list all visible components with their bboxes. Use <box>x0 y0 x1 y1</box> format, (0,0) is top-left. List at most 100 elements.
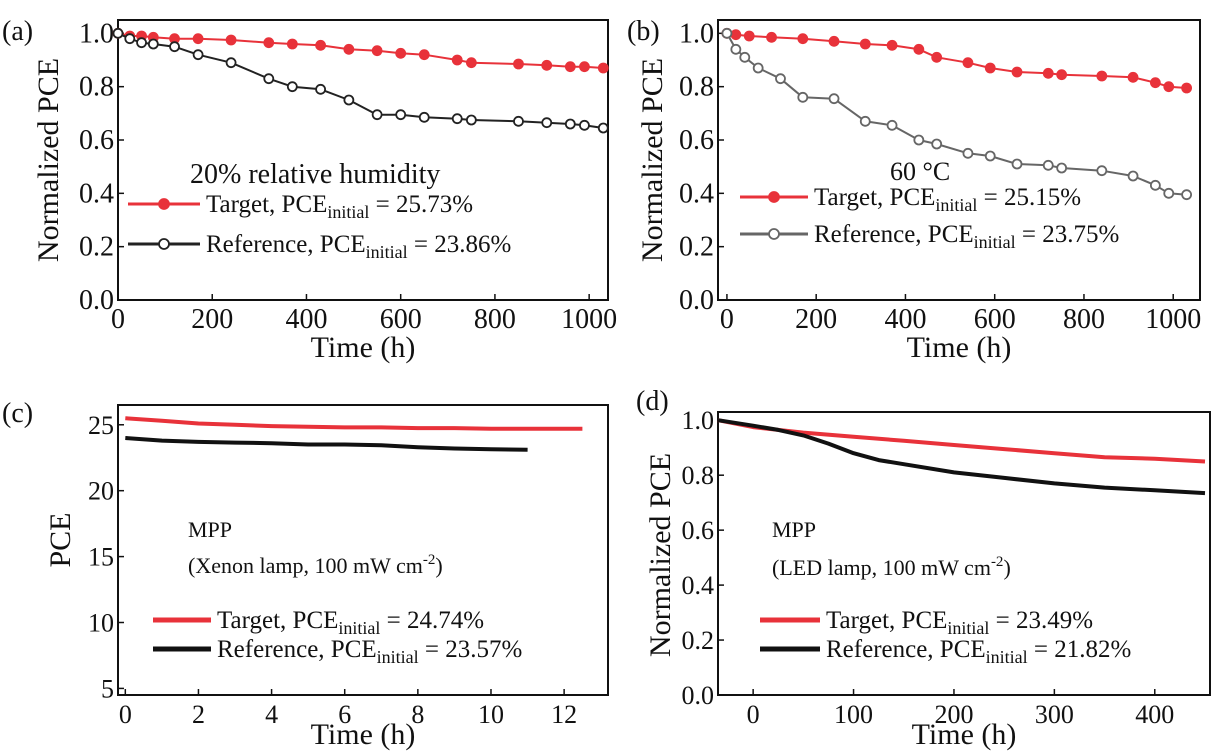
series-target <box>125 416 583 431</box>
data-point <box>1163 81 1175 93</box>
data-point <box>775 73 786 85</box>
data-point <box>1056 162 1068 174</box>
data-point <box>225 34 237 46</box>
plot-frame <box>717 19 1201 301</box>
annotation: MPP <box>188 517 232 542</box>
y-tick-label: 20 <box>88 477 114 506</box>
series-reference <box>112 27 609 134</box>
data-point <box>1042 67 1054 79</box>
y-tick-label: 0.0 <box>679 285 714 316</box>
x-tick-label: 6 <box>338 700 351 729</box>
x-axis-label: Time (h) <box>907 331 1012 364</box>
y-tick-label: 1.0 <box>682 406 715 435</box>
data-point <box>1127 170 1139 182</box>
data-point <box>136 37 147 49</box>
y-tick-label: 1.0 <box>679 18 714 49</box>
legend-label: Target, PCEinitial = 25.73% <box>206 191 473 222</box>
y-tick-label: 0.4 <box>679 178 714 209</box>
data-point <box>859 115 871 127</box>
plot-frame <box>117 404 609 696</box>
legend-label: Target, PCEinitial = 24.74% <box>217 607 484 638</box>
y-axis-label: Normalized PCE <box>32 58 65 262</box>
data-point <box>984 150 996 162</box>
data-point <box>743 30 755 42</box>
data-point <box>859 38 871 50</box>
y-axis-label: PCE <box>44 512 77 567</box>
data-point <box>886 119 898 131</box>
data-point <box>931 51 943 63</box>
data-point <box>797 91 809 103</box>
y-tick-label: 0.6 <box>679 125 714 156</box>
series-reference <box>717 418 1206 496</box>
legend-label: Target, PCEinitial = 23.49% <box>826 607 1093 638</box>
data-point <box>286 81 298 93</box>
data-point <box>112 27 124 39</box>
y-axis-label: Normalized PCE <box>636 58 669 262</box>
annotation-light-source: (LED lamp, 100 mW cm-2) <box>772 554 1011 580</box>
chart-panel-d: (d) 0 100 200 300 400 0.0 0.2 0.4 0.6 0.8 1.0 Time (… <box>636 386 1211 751</box>
data-point <box>513 58 524 70</box>
data-point <box>1149 179 1161 191</box>
series-line <box>717 418 1206 496</box>
x-tick-label: 2 <box>192 700 205 729</box>
y-tick-label: 10 <box>88 609 114 638</box>
series-line <box>125 416 583 431</box>
data-point <box>263 73 275 85</box>
legend-marker <box>768 228 780 240</box>
y-tick-label: 15 <box>88 543 114 572</box>
x-tick-label: 400 <box>884 304 926 335</box>
x-tick-label: 0 <box>747 700 760 729</box>
data-point <box>597 62 609 74</box>
data-point <box>286 38 298 50</box>
y-tick-label: 0.2 <box>79 232 114 263</box>
x-axis-label: Time (h) <box>912 718 1017 751</box>
y-tick-label: 1.0 <box>79 18 114 49</box>
x-tick-label: 200 <box>191 304 233 335</box>
legend-marker <box>158 198 170 210</box>
data-point <box>451 113 463 125</box>
data-point <box>263 37 275 49</box>
panel-label: (a) <box>2 16 33 47</box>
series-line <box>117 32 604 69</box>
data-point <box>931 138 943 150</box>
data-point <box>739 51 751 63</box>
series-line <box>117 32 604 129</box>
x-tick-label: 100 <box>834 700 873 729</box>
plot-frame <box>717 411 1211 696</box>
x-tick-label: 400 <box>285 304 327 335</box>
data-point <box>1163 187 1175 199</box>
legend-marker <box>158 238 170 250</box>
legend-label: Reference, PCEinitial = 23.75% <box>814 221 1119 252</box>
y-tick-label: 0.6 <box>79 125 114 156</box>
data-point <box>371 45 383 57</box>
y-tick-label: 0.2 <box>679 232 714 263</box>
data-point <box>730 29 742 41</box>
data-point <box>371 109 383 121</box>
data-point <box>752 62 764 74</box>
x-tick-label: 0 <box>119 700 132 729</box>
data-point <box>169 41 180 53</box>
data-point <box>147 38 159 50</box>
data-point <box>541 59 553 71</box>
data-point <box>828 35 840 47</box>
y-tick-label: 25 <box>88 411 114 440</box>
x-tick-label: 1000 <box>1145 304 1201 335</box>
x-tick-label: 600 <box>974 304 1016 335</box>
data-point <box>418 111 430 123</box>
y-axis-label: Normalized PCE <box>644 453 677 657</box>
data-point <box>564 118 576 130</box>
x-tick-label: 0 <box>111 304 125 335</box>
x-tick-label: 400 <box>1135 700 1174 729</box>
series-target <box>721 27 1193 94</box>
data-point <box>721 27 733 39</box>
data-point <box>465 114 477 126</box>
y-tick-label: 0.0 <box>79 285 114 316</box>
data-point <box>1011 66 1023 78</box>
data-point <box>225 57 237 69</box>
x-axis-label: Time (h) <box>311 718 416 751</box>
legend-label: Reference, PCEinitial = 23.57% <box>217 636 522 667</box>
data-point <box>886 39 898 51</box>
data-point <box>579 61 590 73</box>
y-tick-label: 0.0 <box>682 681 715 710</box>
